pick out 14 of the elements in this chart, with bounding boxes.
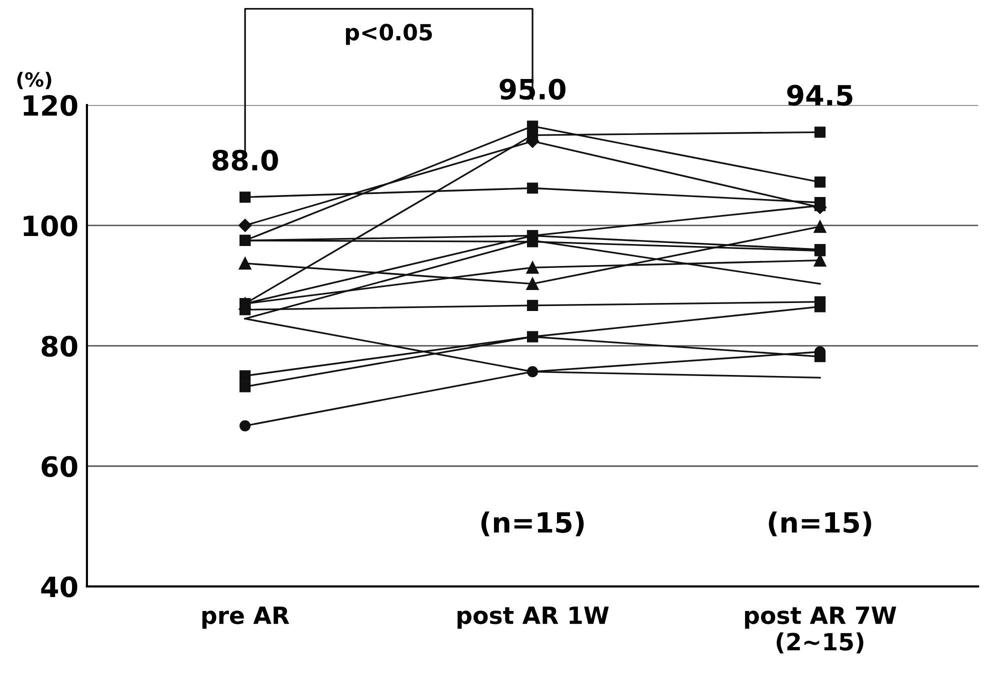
y-tick-label: 80: [42, 336, 78, 357]
y-axis-title: (%): [17, 72, 52, 90]
annotation: (n=15): [768, 511, 872, 536]
x-tick-label: pre AR: [202, 606, 290, 629]
annotation: (n=15): [481, 511, 584, 536]
annotation: 88.0: [212, 150, 278, 171]
y-tick-label: 120: [24, 95, 78, 116]
y-tick-label: 40: [41, 576, 78, 598]
y-tick-label: 100: [24, 215, 78, 236]
x-tick-label: post AR 7W (2~15): [745, 606, 896, 654]
annotation: 94.5: [787, 84, 852, 106]
x-tick-label: post AR 1W: [458, 606, 609, 629]
text: p<0.05: [346, 24, 432, 45]
y-tick-label: 60: [42, 456, 78, 478]
